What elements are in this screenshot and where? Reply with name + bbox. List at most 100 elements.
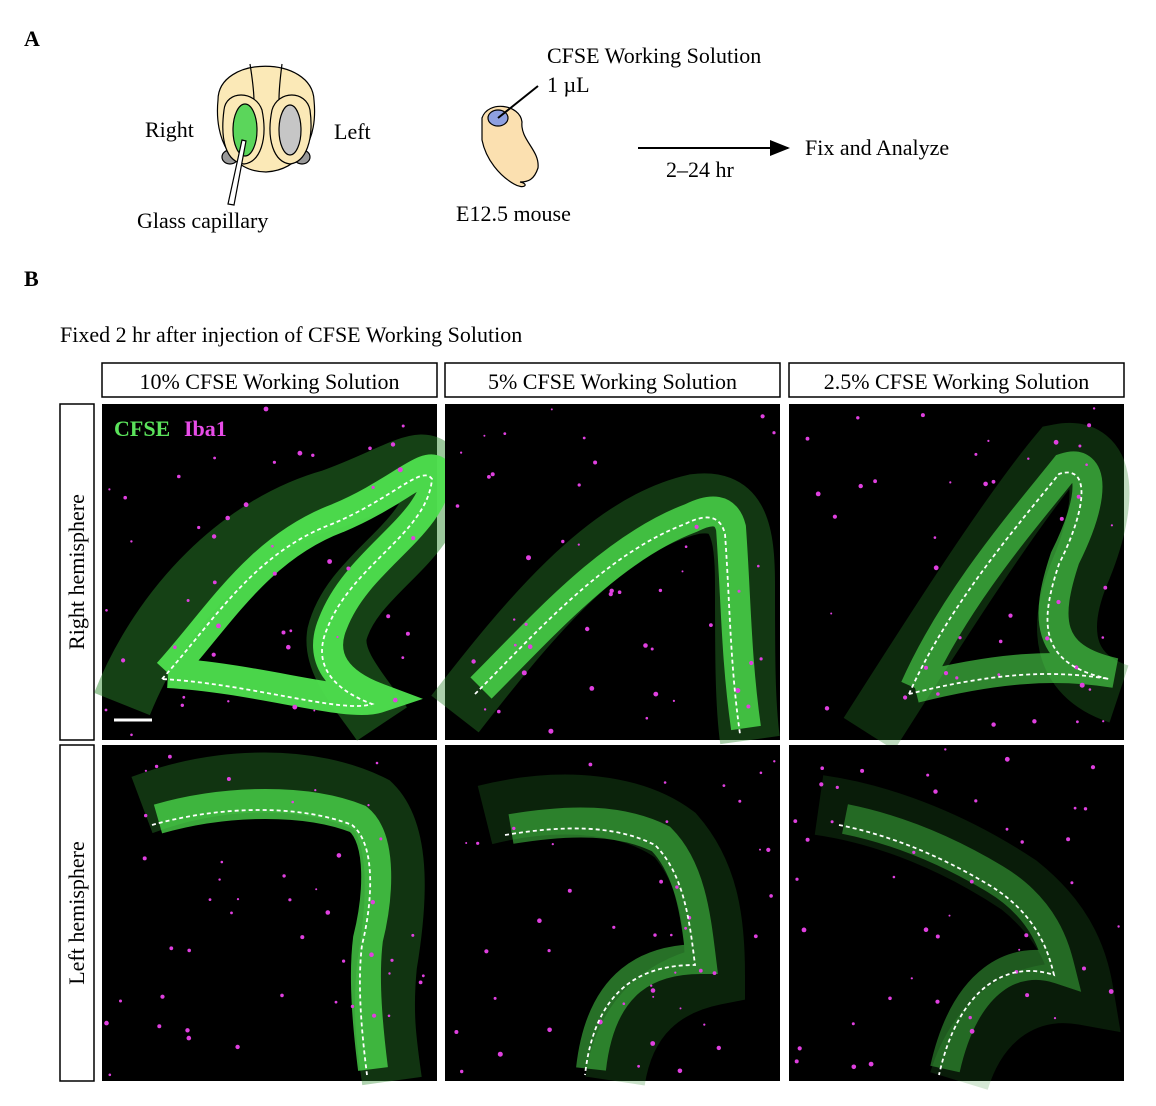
iba1-cell (968, 1015, 972, 1020)
iba1-cell (1032, 719, 1037, 724)
column-header: 10% CFSE Working Solution (139, 369, 399, 394)
iba1-cell (983, 481, 988, 487)
iba1-cell (920, 413, 925, 418)
iba1-cell (759, 771, 763, 775)
iba1-cell (912, 850, 916, 854)
iba1-cell (1087, 423, 1092, 428)
iba1-cell (1117, 925, 1120, 928)
ventricle-outline (161, 474, 433, 707)
iba1-cell (289, 629, 293, 633)
iba1-cell (694, 524, 699, 529)
iba1-cell (272, 460, 276, 464)
iba1-cell (709, 623, 713, 627)
iba1-cell (1103, 585, 1108, 590)
right-label: Right (145, 117, 194, 142)
iba1-cell (216, 623, 221, 629)
iba1-cell (675, 885, 679, 889)
iba1-cell (455, 504, 460, 508)
iba1-cell (130, 733, 133, 737)
iba1-cell (1025, 993, 1030, 998)
iba1-cell (476, 841, 480, 845)
embryo-label: E12.5 mouse (456, 201, 571, 226)
iba1-cell (465, 842, 468, 844)
iba1-cell (186, 1035, 192, 1041)
iba1-cell (297, 450, 303, 456)
iba1-cell (497, 709, 501, 714)
iba1-cell (637, 1064, 640, 1068)
volume-label: 1 µL (547, 72, 590, 97)
iba1-cell (213, 456, 216, 460)
iba1-cell (497, 1051, 503, 1057)
iba1-cell (524, 622, 528, 626)
iba1-cell (227, 700, 230, 703)
brain-diagram (216, 63, 316, 206)
iba1-cell (342, 959, 346, 963)
micrograph (445, 745, 780, 1087)
duration-label: 2–24 hr (666, 157, 735, 182)
cfse-band (901, 451, 1119, 703)
row-header-box (59, 744, 95, 1082)
iba1-cell (759, 657, 763, 661)
iba1-cell (235, 1044, 240, 1050)
iba1-cell (286, 644, 291, 650)
iba1-cell (471, 659, 476, 664)
iba1-cell (923, 927, 929, 932)
iba1-cell (1004, 756, 1010, 762)
iba1-cell (830, 820, 834, 824)
iba1-cell (313, 709, 316, 712)
row-header: Left hemisphere (64, 841, 89, 985)
iba1-cell (589, 686, 595, 691)
iba1-cell (503, 432, 507, 435)
iba1-cell (944, 748, 947, 751)
column-header-box (101, 362, 438, 398)
iba1-cell (659, 879, 663, 884)
iba1-cell (182, 695, 186, 699)
iba1-cell (271, 544, 274, 548)
iba1-cell (609, 588, 614, 593)
iba1-cell (987, 439, 990, 442)
iba1-cell (793, 819, 798, 823)
iba1-cell (612, 925, 616, 929)
iba1-cell (935, 999, 940, 1004)
iba1-cell (677, 1068, 683, 1074)
iba1-cell (212, 580, 217, 585)
iba1-cell (856, 416, 860, 420)
iba1-cell (547, 949, 551, 953)
iba1-cell (547, 1027, 552, 1033)
iba1-cell (958, 636, 962, 640)
iba1-cell (933, 565, 939, 571)
iba1-cell (936, 692, 940, 696)
embryo-diagram (481, 85, 539, 188)
iba1-cell (1092, 407, 1096, 410)
iba1-cell (860, 768, 865, 773)
iba1-cell (892, 875, 896, 879)
iba1-cell (933, 789, 938, 794)
iba1-cell (716, 1045, 721, 1051)
iba1-cell (211, 534, 217, 539)
iba1-cell (820, 766, 824, 770)
iba1-cell (749, 660, 754, 666)
iba1-cell (142, 856, 147, 861)
capillary-label: Glass capillary (137, 208, 268, 233)
iba1-cell (104, 708, 108, 712)
iba1-cell (263, 406, 269, 412)
iba1-cell (935, 934, 940, 939)
iba1-cell (1027, 457, 1030, 460)
row-header: Right hemisphere (64, 494, 89, 650)
iba1-cell (684, 545, 688, 548)
iba1-cell (1059, 516, 1064, 521)
iba1-cell (548, 728, 554, 734)
iba1-cell (622, 1002, 626, 1005)
iba1-cell (991, 722, 996, 727)
iba1-cell (108, 488, 111, 491)
iba1-cell (650, 1041, 656, 1046)
micrograph (102, 745, 437, 1086)
iba1-cell (948, 914, 951, 917)
iba1-cell (903, 695, 908, 700)
iba1-cell (401, 424, 405, 428)
iba1-cell (773, 760, 776, 763)
iba1-cell (674, 971, 677, 974)
iba1-cell (272, 571, 277, 576)
iba1-cell (160, 994, 165, 999)
iba1-cell (325, 910, 331, 915)
